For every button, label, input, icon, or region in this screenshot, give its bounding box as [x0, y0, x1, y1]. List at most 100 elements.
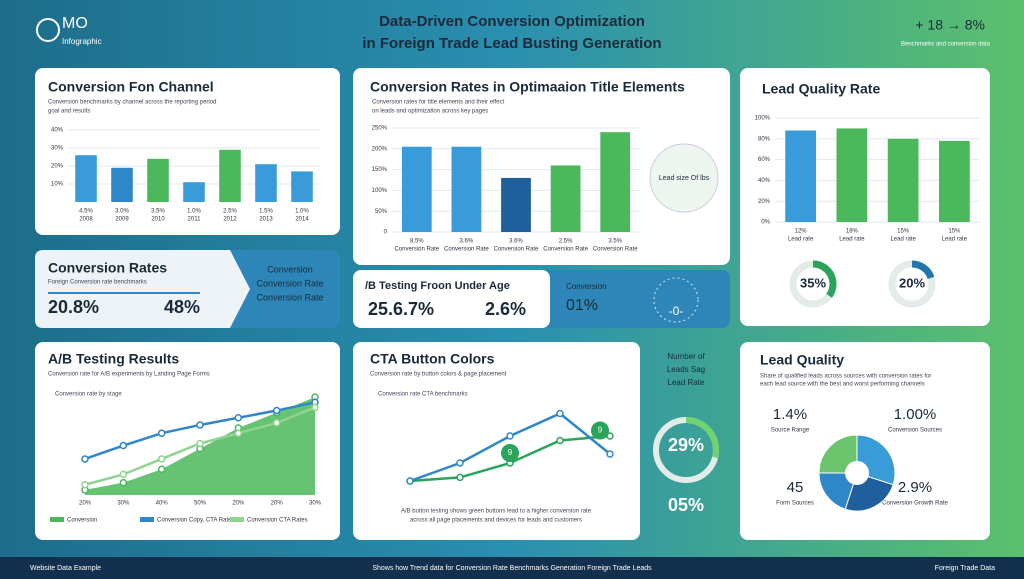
side-text: Conversion Rate: [256, 278, 323, 288]
chart-label: Conversion rate CTA benchmarks: [378, 392, 468, 398]
y-tick-label: 0: [384, 230, 388, 236]
x-tick-label: 20%: [79, 501, 92, 507]
point: [456, 473, 464, 482]
x-tick-label: 12%: [795, 229, 808, 235]
area: [85, 397, 315, 495]
x-tick-label: 2011: [188, 217, 202, 223]
bar: [501, 177, 531, 232]
title: Data-Driven Conversion Optimization: [379, 13, 645, 30]
y-tick-label: 250%: [372, 126, 388, 132]
panel: [353, 270, 550, 328]
x-tick-label: 2009: [115, 217, 129, 223]
footer-text: Shows how Trend data for Conversion Rate…: [372, 565, 652, 572]
panel: [353, 68, 730, 265]
side-text: Conversion Rate: [256, 292, 323, 302]
stat-label: Source Range: [771, 428, 810, 434]
footer-text: Website Data Example: [30, 565, 101, 572]
x-tick-label: 2008: [79, 217, 93, 223]
point: [119, 470, 128, 479]
ring-label: 35%: [800, 275, 826, 290]
panel-title: Conversion Rates: [48, 260, 167, 276]
stat: 1.4%: [773, 406, 807, 423]
y-tick-label: 30%: [51, 146, 64, 152]
panel-subtitle: each lead source with the best and worst…: [760, 382, 925, 388]
leads-stat: 05%: [668, 495, 704, 515]
title: in Foreign Trade Lead Busting Generation: [362, 35, 661, 52]
point: [81, 480, 89, 489]
point: [157, 455, 166, 463]
logo-icon: [36, 18, 60, 42]
legend-swatch: [230, 517, 244, 522]
point: [272, 406, 281, 415]
x-tick-label: Lead rate: [942, 237, 968, 243]
legend-label: Conversion: [67, 518, 97, 524]
panel-subtitle: on leads and optimization across key pag…: [372, 109, 488, 115]
panel-subtitle: Conversion benchmarks by channel across …: [48, 100, 216, 106]
leads-title: Lead Rate: [668, 378, 705, 387]
bar: [401, 146, 432, 232]
stat-label: Conversion Growth Rate: [882, 501, 948, 507]
stat: 48%: [164, 297, 200, 317]
point: [119, 441, 128, 450]
point: [234, 414, 243, 422]
x-tick-label: 2012: [223, 217, 237, 223]
y-tick-label: 80%: [758, 136, 771, 142]
legend-label: Conversion Copy, CTA Rate: [157, 518, 232, 524]
legend-swatch: [140, 517, 154, 522]
point: [196, 439, 204, 448]
panel: [35, 250, 250, 328]
x-tick-label: 15%: [897, 229, 910, 235]
x-tick-label: Conversion Rate: [543, 247, 588, 253]
point: [311, 403, 319, 412]
bar: [111, 167, 133, 202]
bar: [219, 149, 241, 202]
note: across all page placements and devices f…: [410, 518, 582, 524]
panel-subtitle: Share of qualified leads across sources …: [760, 374, 931, 380]
panel-title: A/B Testing Results: [48, 351, 179, 367]
point: [406, 477, 414, 485]
point: [157, 465, 166, 473]
y-tick-label: 40%: [758, 178, 771, 184]
side-title: Conversion: [566, 282, 606, 291]
ring: [789, 260, 837, 308]
bar: [785, 130, 816, 222]
bar: [75, 155, 97, 202]
y-tick-label: 0%: [761, 220, 770, 226]
point: [234, 429, 243, 437]
leads-title: Leads Sag: [667, 365, 705, 374]
bubble-text: Lead size Of lbs: [659, 175, 710, 182]
y-tick-label: 50%: [375, 209, 388, 215]
point: [119, 478, 128, 487]
pie-hole: [845, 461, 869, 485]
stat-label: Form Sources: [776, 501, 814, 507]
y-tick-label: 40%: [51, 128, 64, 134]
point: [272, 419, 281, 427]
stat: 25.6.7%: [368, 299, 434, 319]
x-tick-label: 20%: [232, 501, 245, 507]
stat: 20.8%: [48, 297, 99, 317]
bar: [836, 128, 868, 222]
point: [606, 450, 614, 458]
x-tick-label: 1.0%: [295, 209, 309, 215]
bar: [600, 132, 631, 232]
x-tick-label: 1.5%: [259, 209, 273, 215]
panel: [353, 342, 640, 540]
point: [556, 436, 564, 445]
ring: [888, 260, 936, 308]
panel-subtitle: Conversion rate by button colors & page …: [370, 372, 507, 378]
panel-title: Lead Quality Rate: [762, 81, 880, 97]
x-tick-label: Conversion Rate: [494, 247, 539, 253]
side-value: 01%: [566, 297, 598, 314]
point-label: 9: [508, 448, 513, 457]
x-tick-label: 15%: [948, 229, 961, 235]
x-tick-label: 3.0%: [115, 209, 129, 215]
y-tick-label: 20%: [758, 199, 771, 205]
corner: + 18 → 8%: [915, 17, 985, 33]
point: [196, 421, 204, 429]
point-label: 9: [598, 426, 603, 435]
bar: [451, 146, 482, 232]
x-tick-label: 1.0%: [187, 209, 201, 215]
x-tick-label: Lead rate: [890, 237, 916, 243]
x-tick-label: 3.5%: [608, 239, 622, 245]
panel-subtitle: Conversion rates for title elements and …: [372, 100, 505, 106]
